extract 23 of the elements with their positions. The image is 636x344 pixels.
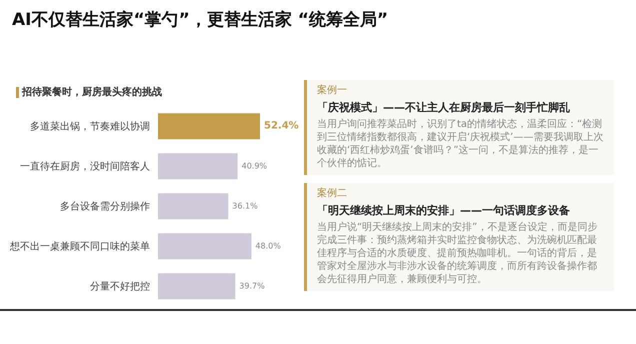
text: 当用户询问推荐菜品时，识别了ta的情绪状态，温柔回应：“检测到三位情绪指数都很高，建议开启‘庆祝模式’——需要我调取上次收藏的‘西红柿炒鸡蛋’食谱吗？”这一问，不是算法的推荐，是一个伙伴的惦记。 [317, 118, 604, 170]
text: 当用户说“明天继续按上周末的安排”，不是逐台设定，而是同步完成三件事：预约蒸烤箱并实时监控食物状态、为洗碗机匹配最佳程序与合适的水质硬度、提前预热咖啡机。一句话的背后，是管家对全屋涉水与非涉水设备的统筹调度，而所有跨设备操作都会先征得用户同意，兼顾便利与可控。 [317, 221, 598, 286]
bar [158, 273, 236, 300]
text: 「明天继续按上周末的安排」——一句话调度多设备 [317, 203, 571, 219]
data-label: 52.4% [264, 120, 299, 132]
y-tick-label: 多台设备需分别操作 [60, 200, 150, 213]
data-label: 39.7% [239, 282, 266, 291]
bar [158, 153, 238, 180]
y-tick-label: 多道菜出锅，节奏难以协调 [30, 120, 150, 133]
bar [158, 193, 228, 220]
y-tick-label: 一直待在厨房，没时间陪客人 [20, 160, 150, 173]
chart-subtitle: 招待聚餐时，厨房最头疼的挑战 [20, 85, 162, 99]
bar [158, 233, 252, 260]
bar [158, 113, 260, 140]
data-label: 40.9% [242, 162, 268, 171]
chart-title: AI不仅替生活家“掌勺”，更替生活家 “统筹全局” [12, 9, 388, 31]
data-label: 36.1% [232, 202, 258, 211]
data-label: 48.0% [255, 242, 282, 251]
y-tick-label: 分量不好把控 [90, 280, 150, 293]
text: 「庆祝模式」——不让主人在厨房最后一刻手忙脚乱 [317, 100, 571, 116]
y-tick-label: 想不出一桌兼顾不同口味的菜单 [9, 240, 150, 253]
text: 案例一 [317, 84, 348, 98]
text: 案例二 [317, 187, 348, 201]
